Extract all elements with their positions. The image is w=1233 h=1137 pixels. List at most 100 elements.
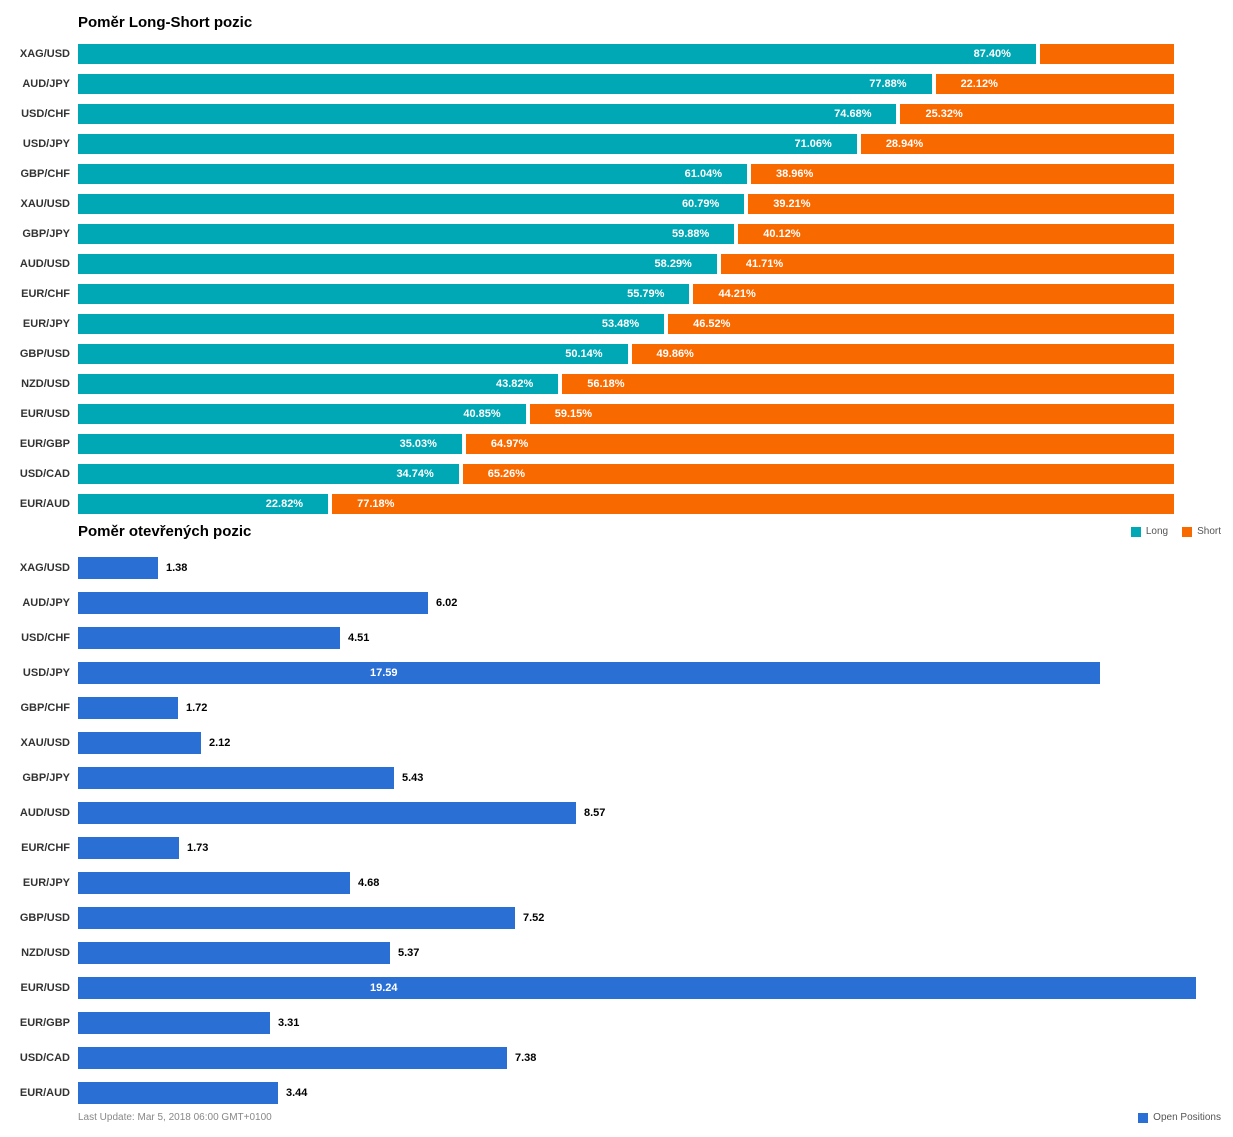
long-bar: 60.79% bbox=[78, 194, 745, 214]
long-bar-value-label: 35.03% bbox=[399, 438, 437, 450]
open-positions-bar bbox=[78, 801, 576, 824]
long-bar-value-label: 40.85% bbox=[463, 408, 501, 420]
pair-label: XAG/USD bbox=[19, 48, 70, 60]
pair-label: AUD/JPY bbox=[22, 596, 70, 609]
long-short-row: XAG/USD 87.40% bbox=[8, 39, 1225, 69]
long-short-row: GBP/USD 50.14% 49.86% bbox=[8, 339, 1225, 369]
long-bar-value-label: 61.04% bbox=[684, 168, 722, 180]
pair-label: GBP/USD bbox=[19, 348, 70, 360]
long-bar: 71.06% bbox=[78, 134, 857, 154]
long-short-bar-track: 71.06% 28.94% bbox=[78, 134, 1174, 154]
long-short-row: EUR/USD 40.85% 59.15% bbox=[8, 399, 1225, 429]
open-positions-bar bbox=[78, 906, 515, 929]
open-positions-bar: 17.59 bbox=[78, 661, 1100, 684]
pair-label: USD/CHF bbox=[21, 631, 70, 644]
bar-value-label: 1.73 bbox=[187, 841, 209, 854]
open-positions-bar bbox=[78, 731, 201, 754]
legend-label-short: Short bbox=[1197, 526, 1221, 537]
long-bar: 22.82% bbox=[78, 494, 329, 514]
pair-label: EUR/USD bbox=[20, 981, 70, 994]
open-positions-row: GBP/USD 7.52 bbox=[8, 900, 1225, 935]
short-bar-value-label: 40.12% bbox=[763, 228, 801, 240]
open-positions-bar bbox=[78, 941, 390, 964]
long-short-bar-track: 74.68% 25.32% bbox=[78, 104, 1174, 124]
pair-label: USD/CAD bbox=[19, 1051, 70, 1064]
legend-item-open-positions: Open Positions bbox=[1138, 1112, 1221, 1123]
short-bar: 28.94% bbox=[860, 134, 1174, 154]
bar-value-label: 1.72 bbox=[186, 701, 208, 714]
open-positions-bar bbox=[78, 696, 178, 719]
pair-label: XAG/USD bbox=[19, 561, 70, 574]
short-bar-value-label: 25.32% bbox=[925, 108, 963, 120]
pair-label: EUR/GBP bbox=[19, 438, 70, 450]
bar-value-label: 5.37 bbox=[398, 946, 420, 959]
long-bar-value-label: 87.40% bbox=[973, 48, 1011, 60]
open-positions-row: EUR/GBP 3.31 bbox=[8, 1005, 1225, 1040]
long-short-bar-track: 22.82% 77.18% bbox=[78, 494, 1174, 514]
short-bar: 39.21% bbox=[748, 194, 1174, 214]
pair-label: GBP/CHF bbox=[20, 701, 71, 714]
long-bar: 34.74% bbox=[78, 464, 459, 484]
pair-label: XAU/USD bbox=[20, 198, 70, 210]
short-bar: 49.86% bbox=[631, 344, 1174, 364]
short-bar-value-label: 28.94% bbox=[885, 138, 924, 150]
short-bar: 38.96% bbox=[750, 164, 1174, 184]
long-bar: 35.03% bbox=[78, 434, 462, 454]
long-short-bar-track: 35.03% 64.97% bbox=[78, 434, 1174, 454]
long-bar-value-label: 50.14% bbox=[565, 348, 603, 360]
open-positions-bar bbox=[78, 626, 340, 649]
long-short-row: USD/CAD 34.74% 65.26% bbox=[8, 459, 1225, 489]
long-short-row: EUR/JPY 53.48% 46.52% bbox=[8, 309, 1225, 339]
short-bar-value-label: 41.71% bbox=[745, 258, 784, 270]
short-bar-value-label: 49.86% bbox=[656, 348, 694, 360]
bar-value-label: 3.31 bbox=[278, 1016, 300, 1029]
long-bar-value-label: 77.88% bbox=[869, 78, 907, 90]
long-bar-value-label: 53.48% bbox=[601, 318, 640, 330]
open-positions-row: EUR/USD 19.24 bbox=[8, 970, 1225, 1005]
pair-label: USD/JPY bbox=[22, 666, 70, 679]
pair-label: NZD/USD bbox=[21, 378, 70, 390]
long-short-row: GBP/CHF 61.04% 38.96% bbox=[8, 159, 1225, 189]
bar-value-label: 1.38 bbox=[166, 561, 188, 574]
pair-label: XAU/USD bbox=[20, 736, 70, 749]
bar-value-label: 7.52 bbox=[523, 911, 545, 924]
open-positions-row: EUR/JPY 4.68 bbox=[8, 865, 1225, 900]
legend-item-short: Short bbox=[1182, 526, 1221, 537]
long-short-bar-track: 58.29% 41.71% bbox=[78, 254, 1174, 274]
long-short-row: GBP/JPY 59.88% 40.12% bbox=[8, 219, 1225, 249]
pair-label: USD/CAD bbox=[19, 468, 70, 480]
long-short-bar-track: 53.48% 46.52% bbox=[78, 314, 1174, 334]
open-positions-bar bbox=[78, 556, 158, 579]
short-bar-value-label: 44.21% bbox=[718, 288, 756, 300]
open-positions-row: XAG/USD 1.38 bbox=[8, 550, 1225, 585]
bar-value-label: 19.24 bbox=[370, 981, 398, 994]
short-bar-value-label: 64.97% bbox=[490, 438, 529, 450]
bar-value-label: 8.57 bbox=[584, 806, 606, 819]
long-short-row: AUD/USD 58.29% 41.71% bbox=[8, 249, 1225, 279]
long-bar-value-label: 55.79% bbox=[627, 288, 665, 300]
short-bar: 64.97% bbox=[465, 434, 1174, 454]
bar-value-label: 2.12 bbox=[209, 736, 231, 749]
long-bar-value-label: 74.68% bbox=[834, 108, 872, 120]
pair-label: EUR/AUD bbox=[19, 498, 70, 510]
long-bar: 61.04% bbox=[78, 164, 747, 184]
long-bar-value-label: 60.79% bbox=[681, 198, 720, 210]
long-short-bar-track: 43.82% 56.18% bbox=[78, 374, 1174, 394]
pair-label: EUR/CHF bbox=[21, 288, 70, 300]
long-short-bar-track: 60.79% 39.21% bbox=[78, 194, 1174, 214]
long-short-row: EUR/GBP 35.03% 64.97% bbox=[8, 429, 1225, 459]
short-bar-value-label: 46.52% bbox=[693, 318, 731, 330]
pair-label: EUR/JPY bbox=[22, 318, 70, 330]
long-bar: 43.82% bbox=[78, 374, 559, 394]
long-bar: 53.48% bbox=[78, 314, 665, 334]
short-bar: 44.21% bbox=[693, 284, 1174, 304]
pair-label: GBP/JPY bbox=[22, 771, 70, 784]
long-bar-value-label: 59.88% bbox=[671, 228, 710, 240]
open-positions-row: USD/JPY 17.59 bbox=[8, 655, 1225, 690]
bar-value-label: 4.51 bbox=[348, 631, 370, 644]
long-short-row: EUR/CHF 55.79% 44.21% bbox=[8, 279, 1225, 309]
long-short-row: USD/CHF 74.68% 25.32% bbox=[8, 99, 1225, 129]
long-short-bar-track: 40.85% 59.15% bbox=[78, 404, 1174, 424]
long-short-bar-track: 77.88% 22.12% bbox=[78, 74, 1174, 94]
